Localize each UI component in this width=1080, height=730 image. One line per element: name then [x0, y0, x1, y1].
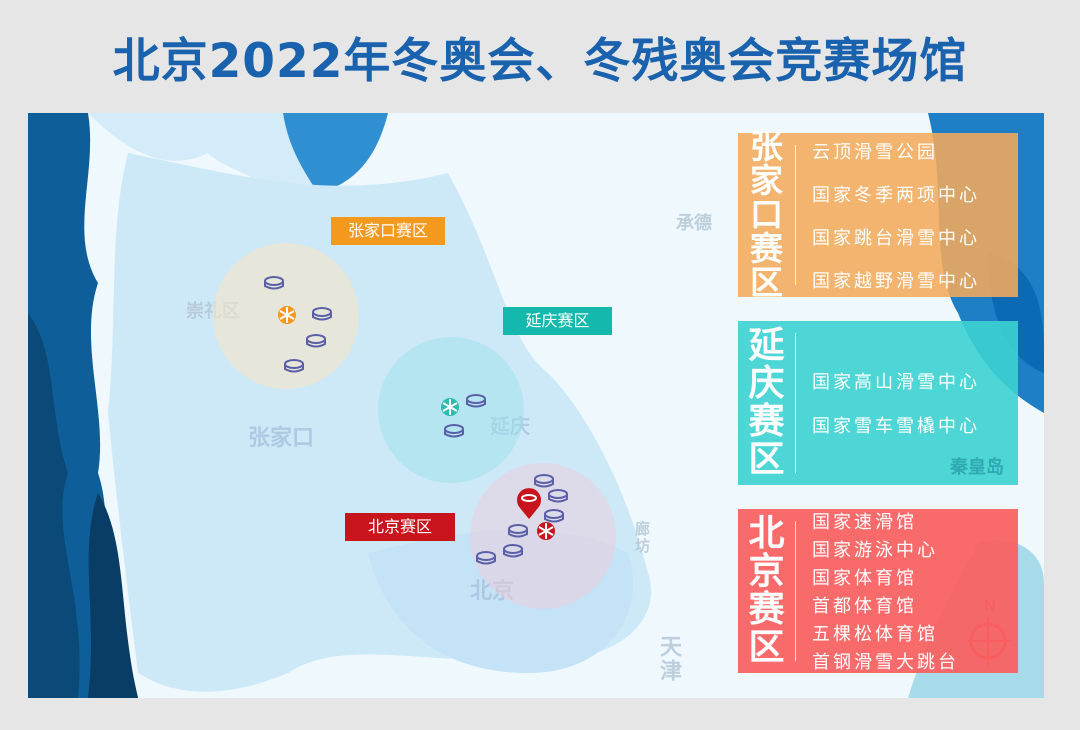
map-label-zhangjiakou: 张家口 [248, 426, 315, 451]
venue-item: 国家高山滑雪中心 [812, 372, 980, 393]
heading-char: 区 [748, 627, 785, 668]
stadium-icon [466, 393, 486, 408]
heading-char: 延 [748, 325, 785, 366]
venue-item: 国家冬季两项中心 [812, 184, 980, 206]
beijing-venue-panel: 北京赛区 国家速滑馆国家游泳中心 国家体育馆首都体育馆五棵松体育馆 首钢滑雪大跳台 [738, 509, 1018, 673]
venue-item: 国家跳台滑雪中心 [812, 227, 980, 249]
heading-char: 区 [748, 439, 785, 480]
panel-heading: 张家口赛区 [738, 130, 796, 300]
map: 崇礼区 张家口 延庆 北京 承德 廊坊 天津 张家口赛区 延庆赛区 北京赛区 N… [28, 113, 1044, 698]
heading-char: 北 [748, 513, 785, 554]
stadium-icon [444, 423, 464, 438]
stadium-icon [306, 333, 326, 348]
yanqing-zone-tag: 延庆赛区 [503, 307, 612, 335]
stadium-icon [503, 543, 523, 558]
stadium-icon [544, 508, 564, 523]
page-title: 北京2022年冬奥会、冬残奥会竞赛场馆 [112, 34, 968, 89]
snowflake-venue-icon [277, 305, 297, 324]
stadium-icon [508, 523, 528, 538]
heading-char: 家 [750, 161, 783, 200]
venue-item: 国家越野滑雪中心 [812, 270, 980, 292]
venue-item: 国家速滑馆 [812, 512, 917, 533]
panel-heading: 延庆赛区 [738, 327, 796, 479]
stadium-icon [312, 306, 332, 321]
snowflake-venue-icon [536, 521, 556, 540]
venue-item: 云顶滑雪公园 [812, 141, 938, 163]
stadium-icon [264, 275, 284, 290]
stadium-icon [548, 488, 568, 503]
heading-char: 区 [750, 263, 783, 302]
panel-heading: 北京赛区 [738, 515, 796, 667]
venue-item: 首都体育馆 [812, 596, 917, 617]
zhangjiakou-zone-tag: 张家口赛区 [331, 217, 445, 245]
venue-item: 国家游泳中心 [812, 540, 938, 561]
yanqing-venue-panel: 延庆赛区 国家高山滑雪中心 国家雪车雪橇中心 [738, 321, 1018, 485]
map-label-qinhuangdao: 秦皇岛 [950, 457, 1004, 478]
venue-item: 五棵松体育馆 [812, 624, 938, 645]
zhangjiakou-venue-panel: 张家口赛区 云顶滑雪公园国家冬季两项中心 国家跳台滑雪中心 国家越野滑雪中心 [738, 130, 1018, 300]
map-label-tianjin: 天津 [656, 635, 681, 683]
heading-char: 庆 [748, 363, 785, 404]
heading-char: 赛 [748, 401, 785, 442]
stadium-icon [534, 473, 554, 488]
venue-item: 国家雪车雪橇中心 [812, 416, 980, 437]
heading-char: 赛 [750, 229, 783, 268]
map-label-langfang: 廊坊 [633, 521, 651, 555]
stadium-icon [284, 358, 304, 373]
map-label-chengde: 承德 [676, 213, 712, 234]
map-pin-icon [515, 486, 541, 519]
venue-item: 国家体育馆 [812, 568, 917, 589]
heading-char: 口 [750, 195, 783, 234]
snowflake-venue-icon [440, 397, 460, 416]
heading-char: 京 [748, 551, 785, 592]
stadium-icon [476, 550, 496, 565]
beijing-zone-tag: 北京赛区 [345, 513, 455, 541]
heading-char: 赛 [748, 589, 785, 630]
heading-char: 张 [750, 127, 783, 166]
venue-item: 首钢滑雪大跳台 [812, 652, 959, 673]
